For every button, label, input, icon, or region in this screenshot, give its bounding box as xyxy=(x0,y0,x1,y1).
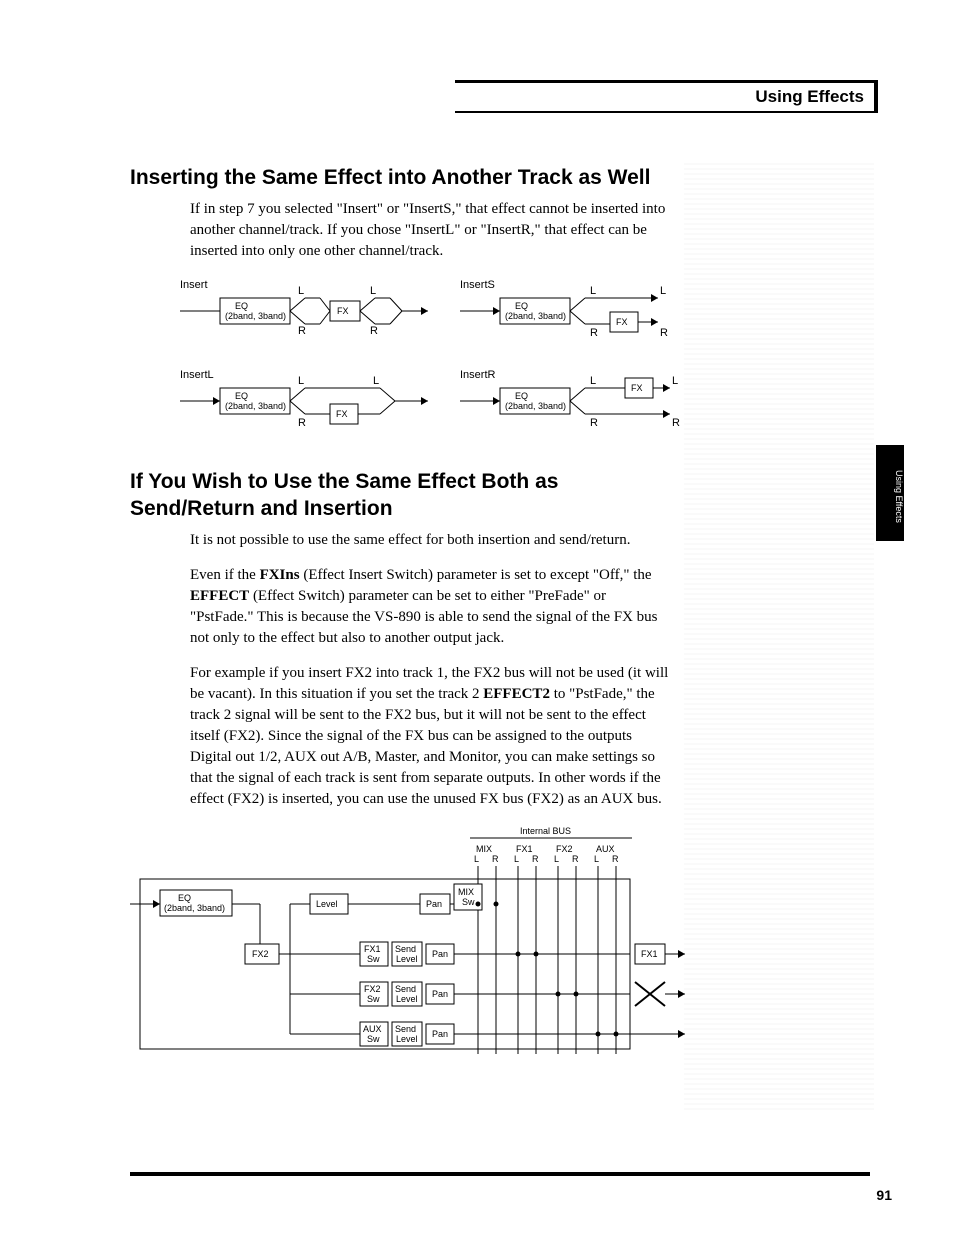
svg-text:FX2: FX2 xyxy=(364,984,381,994)
svg-text:L: L xyxy=(514,854,519,864)
svg-text:EQ: EQ xyxy=(515,301,528,311)
section2-para3: For example if you insert FX2 into track… xyxy=(190,663,670,810)
svg-text:R: R xyxy=(298,417,306,429)
svg-text:Pan: Pan xyxy=(426,899,442,909)
svg-text:Insert: Insert xyxy=(180,279,208,291)
svg-text:L: L xyxy=(594,854,599,864)
section2-para2: Even if the FXIns (Effect Insert Switch)… xyxy=(190,565,670,649)
page-number: 91 xyxy=(876,1187,892,1203)
ghost-bleed-through xyxy=(684,160,874,1110)
side-tab: Using Effects xyxy=(876,445,904,541)
section1-para1: If in step 7 you selected "Insert" or "I… xyxy=(190,199,670,262)
svg-text:(2band, 3band): (2band, 3band) xyxy=(225,311,286,321)
svg-text:Send: Send xyxy=(395,984,416,994)
svg-text:L: L xyxy=(474,854,479,864)
svg-text:R: R xyxy=(370,325,378,337)
page-header-box: Using Effects xyxy=(455,80,878,113)
svg-text:Send: Send xyxy=(395,944,416,954)
svg-text:Sw: Sw xyxy=(462,897,475,907)
svg-text:Pan: Pan xyxy=(432,949,448,959)
svg-text:FX1: FX1 xyxy=(516,844,533,854)
svg-text:EQ: EQ xyxy=(235,391,248,401)
svg-text:FX2: FX2 xyxy=(556,844,573,854)
diagram-insert-svg: Insert EQ (2band, 3band) L R FX L R xyxy=(180,276,700,446)
svg-text:R: R xyxy=(672,417,680,429)
section1-heading: Inserting the Same Effect into Another T… xyxy=(130,165,670,191)
svg-text:FX: FX xyxy=(616,317,628,327)
svg-text:(2band, 3band): (2band, 3band) xyxy=(164,903,225,913)
svg-text:L: L xyxy=(590,285,596,297)
svg-text:InsertL: InsertL xyxy=(180,369,214,381)
svg-text:AUX: AUX xyxy=(596,844,615,854)
section2-para1: It is not possible to use the same effec… xyxy=(190,530,670,551)
section2-heading: If You Wish to Use the Same Effect Both … xyxy=(130,469,670,522)
svg-text:R: R xyxy=(572,854,579,864)
main-content: Inserting the Same Effect into Another T… xyxy=(130,165,670,1087)
svg-text:L: L xyxy=(660,285,666,297)
svg-text:Sw: Sw xyxy=(367,954,380,964)
svg-text:L: L xyxy=(672,375,678,387)
svg-text:L: L xyxy=(370,285,376,297)
diagram-insert-modes: Insert EQ (2band, 3band) L R FX L R xyxy=(180,276,670,451)
svg-text:InsertS: InsertS xyxy=(460,279,495,291)
bottom-rule xyxy=(130,1172,870,1176)
svg-text:(2band, 3band): (2band, 3band) xyxy=(505,311,566,321)
svg-text:L: L xyxy=(298,375,304,387)
svg-text:EQ: EQ xyxy=(515,391,528,401)
svg-text:R: R xyxy=(532,854,539,864)
svg-text:EQ: EQ xyxy=(178,893,191,903)
svg-text:Internal BUS: Internal BUS xyxy=(520,826,571,836)
svg-text:R: R xyxy=(660,327,668,339)
svg-text:R: R xyxy=(590,417,598,429)
svg-text:L: L xyxy=(373,375,379,387)
svg-text:FX1: FX1 xyxy=(641,949,658,959)
svg-text:R: R xyxy=(492,854,499,864)
diagram-bus-svg: Internal BUS MIX FX1 FX2 AUX L R L R L R… xyxy=(130,824,690,1064)
svg-text:Pan: Pan xyxy=(432,989,448,999)
svg-text:R: R xyxy=(590,327,598,339)
svg-text:(2band, 3band): (2band, 3band) xyxy=(505,401,566,411)
svg-text:L: L xyxy=(298,285,304,297)
svg-text:R: R xyxy=(612,854,619,864)
svg-text:(2band, 3band): (2band, 3band) xyxy=(225,401,286,411)
svg-text:FX: FX xyxy=(336,409,348,419)
svg-text:L: L xyxy=(590,375,596,387)
svg-text:Level: Level xyxy=(396,954,418,964)
svg-text:FX1: FX1 xyxy=(364,944,381,954)
svg-text:InsertR: InsertR xyxy=(460,369,496,381)
svg-text:L: L xyxy=(554,854,559,864)
svg-text:FX: FX xyxy=(631,383,643,393)
svg-text:Level: Level xyxy=(396,994,418,1004)
svg-text:Send: Send xyxy=(395,1024,416,1034)
svg-text:EQ: EQ xyxy=(235,301,248,311)
svg-text:Level: Level xyxy=(396,1034,418,1044)
svg-text:Level: Level xyxy=(316,899,338,909)
svg-text:Sw: Sw xyxy=(367,1034,380,1044)
svg-text:FX: FX xyxy=(337,306,349,316)
svg-text:AUX: AUX xyxy=(363,1024,382,1034)
page-header-title: Using Effects xyxy=(755,87,864,106)
svg-text:MIX: MIX xyxy=(476,844,492,854)
svg-text:FX2: FX2 xyxy=(252,949,269,959)
svg-text:MIX: MIX xyxy=(458,887,474,897)
svg-text:Sw: Sw xyxy=(367,994,380,1004)
svg-text:R: R xyxy=(298,325,306,337)
diagram-bus-routing: Internal BUS MIX FX1 FX2 AUX L R L R L R… xyxy=(130,824,670,1069)
svg-text:Pan: Pan xyxy=(432,1029,448,1039)
